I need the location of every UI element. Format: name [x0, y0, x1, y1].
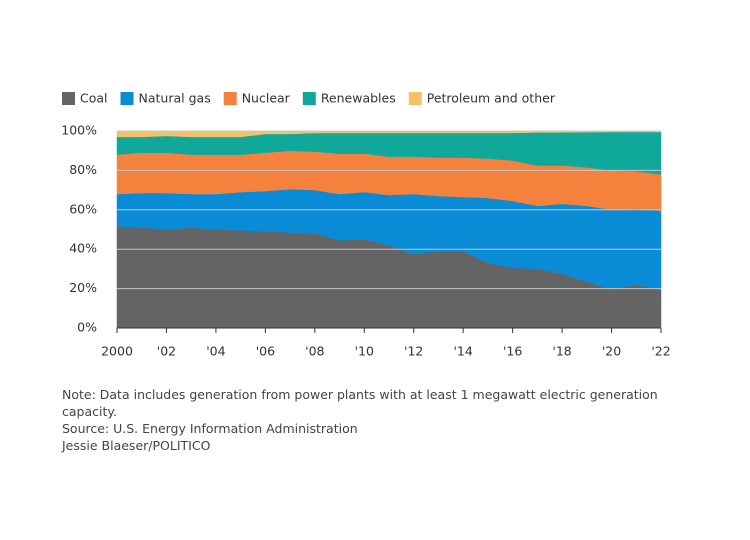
y-tick-label: 80%: [69, 162, 97, 177]
legend-swatch: [408, 92, 422, 105]
x-tick-label: '20: [602, 344, 621, 359]
y-tick-label: 40%: [69, 241, 97, 256]
y-tick-label: 100%: [61, 123, 97, 138]
legend-label: Nuclear: [242, 91, 291, 106]
legend-label: Renewables: [321, 91, 396, 106]
note: Note: Data includes generation from powe…: [62, 387, 658, 419]
chart: 0% 20% 40% 60% 80% 100% 2000 '02 '04 '06 '08 '10 '12…: [61, 91, 670, 359]
legend-label: Coal: [80, 91, 108, 106]
legend-swatch: [302, 92, 316, 105]
notes: Note: Data includes generation from powe…: [62, 386, 662, 454]
x-tick-label: '04: [206, 344, 225, 359]
x-tick-label: '22: [651, 344, 670, 359]
x-tick-label: '10: [355, 344, 374, 359]
legend-swatch: [120, 92, 134, 105]
x-tick-label: '02: [157, 344, 176, 359]
source: Source: U.S. Energy Information Administ…: [62, 421, 358, 436]
x-tick-label: 2000: [101, 344, 133, 359]
legend-swatch: [223, 92, 237, 105]
x-tick-label: '16: [503, 344, 522, 359]
x-tick-label: '12: [404, 344, 423, 359]
x-tick-label: '06: [256, 344, 275, 359]
legend-swatch: [62, 92, 75, 105]
y-tick-label: 20%: [69, 280, 97, 295]
y-tick-label: 60%: [69, 201, 97, 216]
x-tick-label: '14: [454, 344, 473, 359]
x-tick-label: '18: [552, 344, 571, 359]
legend-label: Natural gas: [139, 91, 211, 106]
credit: Jessie Blaeser/POLITICO: [62, 438, 211, 453]
legend-label: Petroleum and other: [427, 91, 556, 106]
x-tick-label: '08: [305, 344, 324, 359]
y-tick-label: 0%: [77, 320, 97, 335]
